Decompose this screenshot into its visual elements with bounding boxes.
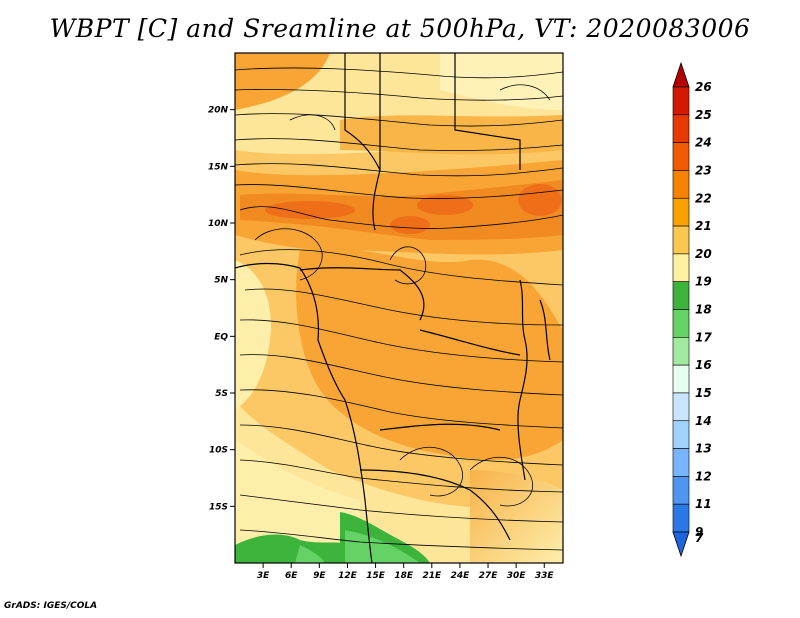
colorbar-label: 19	[695, 275, 712, 289]
colorbar-label: 26	[695, 80, 712, 94]
colorbar-segment	[672, 476, 690, 505]
lat-tick-label: 10S	[209, 446, 228, 456]
lon-tick-label: 9E	[313, 571, 326, 581]
colorbar-segment	[672, 420, 690, 449]
colorbar-segment	[672, 337, 690, 366]
streamlines	[235, 67, 563, 551]
colorbar: 26 25 24 23 22 21 20 19 18 17 16 15 14 13 12 11 97	[672, 61, 712, 558]
map-title: WBPT [C] and Sreamline at 500hPa, VT: 20…	[49, 14, 751, 43]
lat-tick-label: 5S	[215, 389, 228, 399]
colorbar-label: 17	[695, 330, 712, 344]
lon-tick-label: 27E	[479, 571, 499, 581]
lat-tick-label: EQ	[214, 332, 228, 342]
colorbar-label: 20	[695, 247, 712, 261]
lon-tick-label: 6E	[285, 571, 298, 581]
colorbar-segment	[672, 253, 690, 282]
lon-tick-label: 18E	[394, 571, 414, 581]
colorbar-bottom-arrow	[672, 531, 690, 558]
colorbar-segment	[672, 392, 690, 422]
lon-tick-label: 12E	[338, 571, 358, 581]
longitude-axis: 3E 6E 9E 12E 15E 18E 21E 24E 27E 30E 33E	[257, 563, 555, 581]
country-borders	[235, 53, 551, 563]
colorbar-segment	[672, 309, 690, 338]
colorbar-label: 24	[695, 136, 712, 150]
colorbar-label: 9	[695, 525, 703, 539]
colorbar-label: 14	[695, 414, 712, 428]
colorbar-label: 18	[695, 303, 712, 317]
lat-tick-label: 15N	[208, 162, 229, 172]
lon-tick-label: 3E	[257, 571, 270, 581]
lon-tick-label: 33E	[535, 571, 555, 581]
lon-tick-label: 24E	[451, 571, 471, 581]
lat-tick-label: 15S	[209, 502, 228, 512]
colorbar-label: 23	[695, 163, 712, 177]
wbpt-field	[235, 53, 563, 563]
lon-tick-label: 21E	[422, 571, 442, 581]
grads-credit: GrADS: IGES/COLA	[4, 601, 98, 611]
latitude-axis: 20N 15N 10N 5N EQ 5S 10S 15S	[208, 106, 235, 512]
colorbar-segment	[672, 448, 690, 477]
colorbar-label: 22	[695, 191, 712, 205]
lon-tick-label: 30E	[507, 571, 527, 581]
map-frame	[234, 52, 564, 564]
colorbar-label: 7	[695, 531, 704, 545]
colorbar-segment	[672, 364, 690, 394]
colorbar-segment	[672, 114, 690, 143]
lat-tick-label: 20N	[208, 106, 229, 116]
lon-tick-label: 15E	[366, 571, 386, 581]
colorbar-segment	[672, 86, 690, 116]
colorbar-label: 11	[695, 497, 712, 511]
colorbar-label: 25	[695, 108, 712, 122]
colorbar-segment	[672, 281, 690, 310]
colorbar-segment	[672, 197, 690, 227]
colorbar-label: 16	[695, 358, 712, 372]
colorbar-segment	[672, 503, 690, 533]
colorbar-segment	[672, 170, 690, 199]
lat-tick-label: 5N	[214, 276, 228, 286]
colorbar-segment	[672, 142, 690, 171]
colorbar-label: 21	[695, 219, 712, 233]
colorbar-label: 13	[695, 442, 712, 456]
colorbar-segment	[672, 225, 690, 255]
lat-tick-label: 10N	[208, 219, 229, 229]
colorbar-label: 15	[695, 386, 712, 400]
colorbar-top-arrow	[672, 61, 690, 88]
colorbar-label: 12	[695, 469, 712, 483]
